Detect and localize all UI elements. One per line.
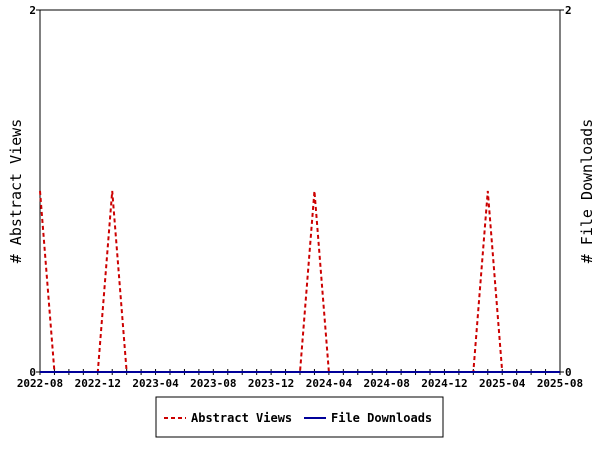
x-tick-label: 2024-04 — [306, 377, 353, 390]
x-tick-label: 2022-12 — [75, 377, 121, 390]
legend: Abstract Views File Downloads — [155, 396, 444, 438]
y-axis-left-title: # Abstract Views — [7, 119, 25, 264]
x-tick-label: 2025-04 — [479, 377, 526, 390]
legend-box — [155, 396, 444, 438]
y-left-tick-label: 2 — [29, 4, 36, 17]
y-right-tick-label: 0 — [565, 366, 572, 379]
x-tick-label: 2023-12 — [248, 377, 294, 390]
x-tick-label: 2024-08 — [363, 377, 409, 390]
y-left-tick-label: 0 — [29, 366, 36, 379]
x-tick-label: 2022-08 — [17, 377, 63, 390]
legend-label: File Downloads — [331, 411, 432, 425]
y-axis-right-title: # File Downloads — [578, 119, 596, 264]
plot-frame — [39, 9, 561, 373]
plot-area: 2022-08 2022-12 2023-04 2023-08 2023-12 2024-… — [17, 4, 583, 390]
x-tick-label: 2023-08 — [190, 377, 236, 390]
x-tick-label: 2023-04 — [132, 377, 179, 390]
legend-label: Abstract Views — [191, 411, 292, 425]
x-tick-label: 2025-08 — [537, 377, 583, 390]
x-tick-label: 2024-12 — [421, 377, 467, 390]
y-right-tick-label: 2 — [565, 4, 572, 17]
